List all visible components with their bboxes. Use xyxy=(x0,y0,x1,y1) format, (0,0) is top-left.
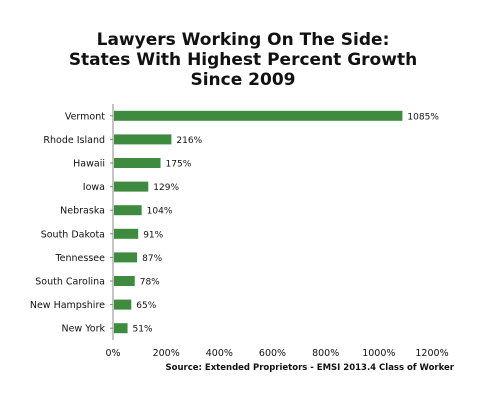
data-label-south-carolina: 78% xyxy=(140,278,160,288)
x-tick-label-0: 0% xyxy=(105,348,120,359)
category-label-south-carolina: South Carolina xyxy=(35,277,105,288)
bar-nebraska xyxy=(114,205,142,216)
category-label-vermont: Vermont xyxy=(65,111,105,122)
category-label-rhode-island: Rhode Island xyxy=(43,135,105,146)
category-label-nebraska: Nebraska xyxy=(60,206,105,217)
data-label-vermont: 1085% xyxy=(407,112,439,122)
source-note: Source: Extended Proprietors - EMSI 2013… xyxy=(165,363,454,373)
data-label-new-hampshire: 65% xyxy=(136,301,156,311)
x-tick-label-800: 800% xyxy=(312,348,339,359)
data-label-new-york: 51% xyxy=(133,325,153,335)
bar-south-dakota xyxy=(114,228,139,239)
bar-south-carolina xyxy=(114,276,135,286)
chart-title-line-2: States With Highest Percent Growth xyxy=(68,50,418,70)
data-label-tennessee: 87% xyxy=(142,254,162,264)
category-label-tennessee: Tennessee xyxy=(54,253,105,264)
category-label-new-york: New York xyxy=(61,324,105,335)
chart-title-line-1: Lawyers Working On The Side: xyxy=(96,30,390,50)
data-label-nebraska: 104% xyxy=(147,207,173,217)
bar-rhode-island xyxy=(114,134,172,145)
bar-vermont xyxy=(114,110,403,121)
bar-new-hampshire xyxy=(114,299,132,310)
bar-new-york xyxy=(114,323,128,334)
bar-hawaii xyxy=(114,158,161,168)
data-label-south-dakota: 91% xyxy=(143,230,163,240)
x-tick-label-1000: 1000% xyxy=(362,348,395,359)
data-label-iowa: 129% xyxy=(153,183,179,193)
x-tick-label-600: 600% xyxy=(259,348,286,359)
category-label-south-dakota: South Dakota xyxy=(41,229,105,240)
data-label-rhode-island: 216% xyxy=(176,136,202,146)
x-tick-label-200: 200% xyxy=(153,348,180,359)
data-label-hawaii: 175% xyxy=(166,160,192,170)
category-label-hawaii: Hawaii xyxy=(73,159,105,170)
chart-title: Lawyers Working On The Side: States With… xyxy=(0,30,486,90)
category-label-new-hampshire: New Hampshire xyxy=(30,300,105,311)
x-tick-label-400: 400% xyxy=(206,348,233,359)
chart-title-line-3: Since 2009 xyxy=(190,70,296,90)
bar-iowa xyxy=(114,181,149,192)
category-label-iowa: Iowa xyxy=(83,182,105,193)
bar-tennessee xyxy=(114,252,138,263)
x-tick-label-1200: 1200% xyxy=(415,348,448,359)
